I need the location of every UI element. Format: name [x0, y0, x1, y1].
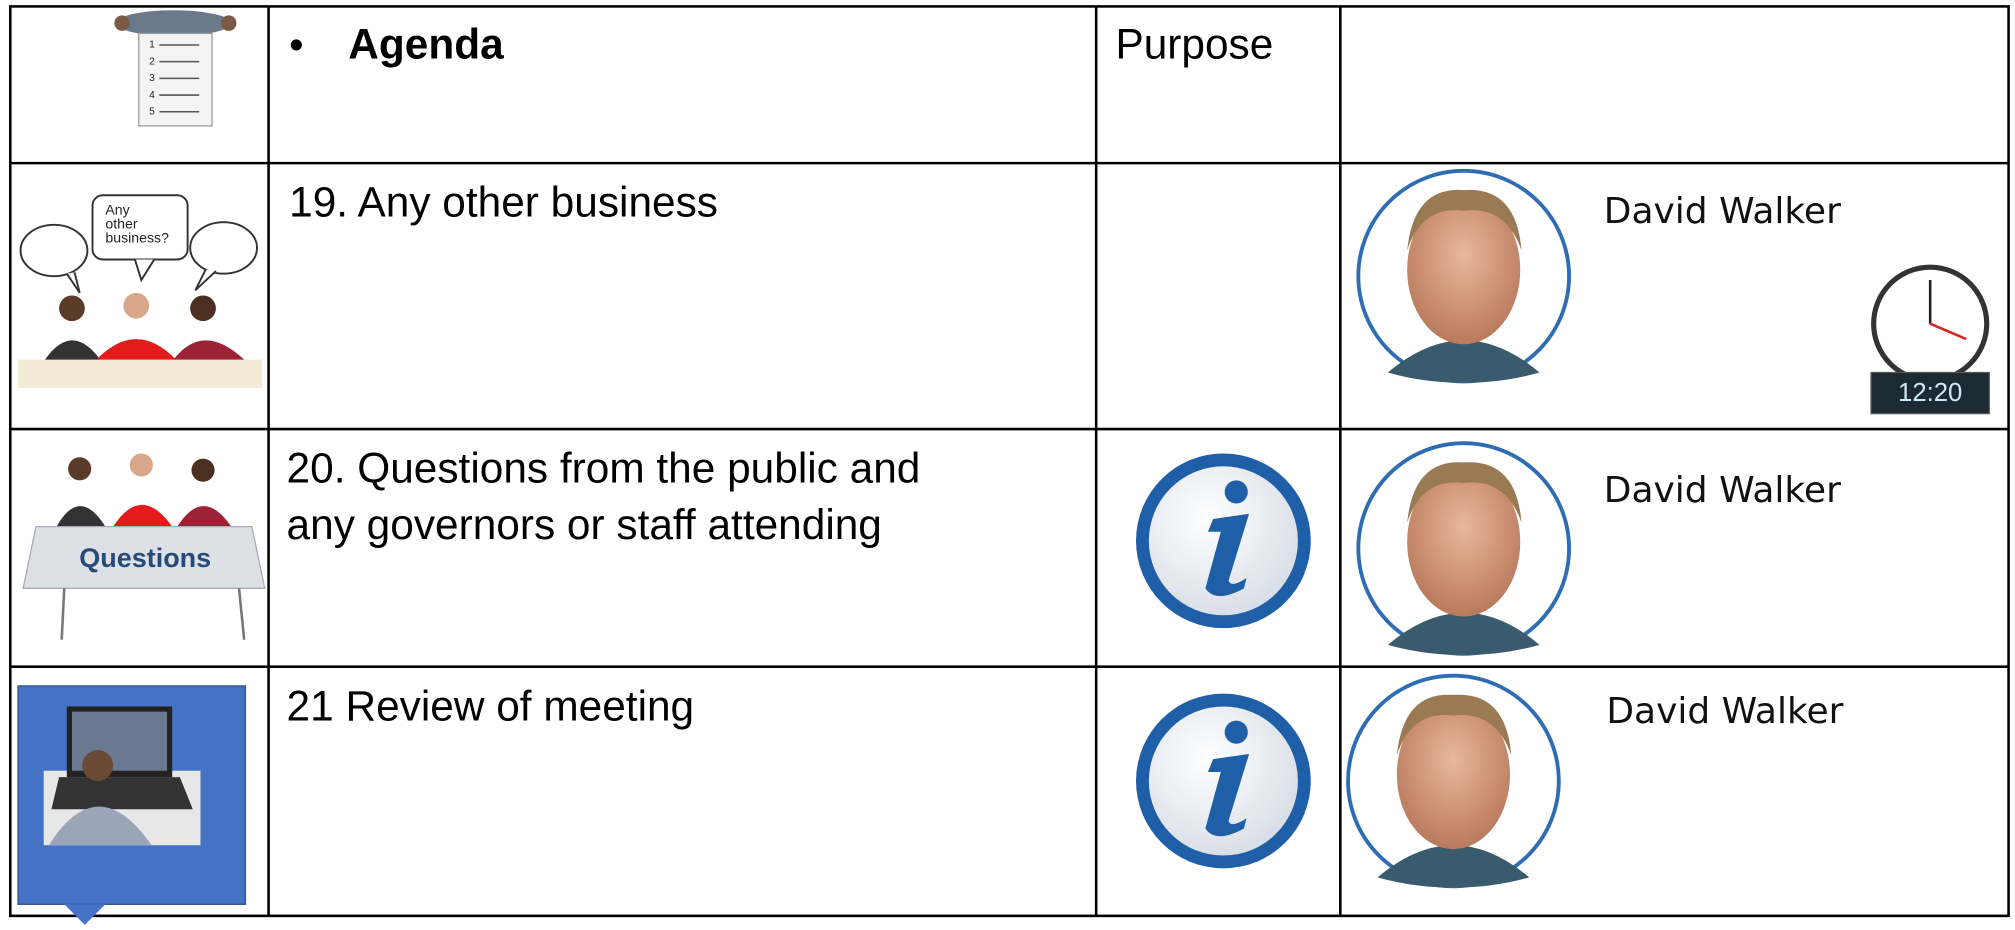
info-icon: [1136, 693, 1311, 869]
agenda-heading: Agenda: [348, 21, 504, 68]
item-text: 19. Any other business: [289, 179, 718, 226]
presenter-name: David Walker: [1606, 691, 1843, 732]
presenter-name: David Walker: [1604, 191, 1841, 232]
item-text: 21 Review of meeting: [287, 682, 695, 729]
clock-time: 12:20: [1898, 379, 1962, 407]
presenter-photo: [1346, 673, 1561, 889]
questions-picture: [22, 453, 266, 640]
item-text: any governors or staff attending: [287, 501, 882, 548]
presenter-photo: [1356, 441, 1572, 656]
presenter-photo: [1356, 168, 1572, 384]
bubble-text: Any: [105, 201, 130, 217]
presenter-name: David Walker: [1604, 470, 1841, 511]
list-number: 5: [149, 106, 155, 117]
list-number: 1: [149, 40, 155, 51]
agenda-icon: 1 2 3 4 5: [114, 10, 237, 127]
table-grid: [8, 5, 2010, 918]
bubble-text: other: [105, 216, 137, 232]
clock: [1870, 264, 1990, 415]
item-text: 20. Questions from the public and: [287, 445, 921, 492]
people: [17, 292, 263, 388]
banner-text: Questions: [79, 543, 211, 573]
aob-picture: [19, 194, 258, 294]
list-number: 2: [149, 56, 155, 67]
bubble-text: business?: [105, 230, 169, 246]
list-number: 3: [149, 73, 155, 84]
bullet: •: [289, 21, 303, 67]
purpose-heading: Purpose: [1115, 21, 1273, 68]
list-number: 4: [149, 90, 155, 101]
online-meeting-picture: [17, 685, 247, 925]
info-icon: [1136, 453, 1311, 629]
